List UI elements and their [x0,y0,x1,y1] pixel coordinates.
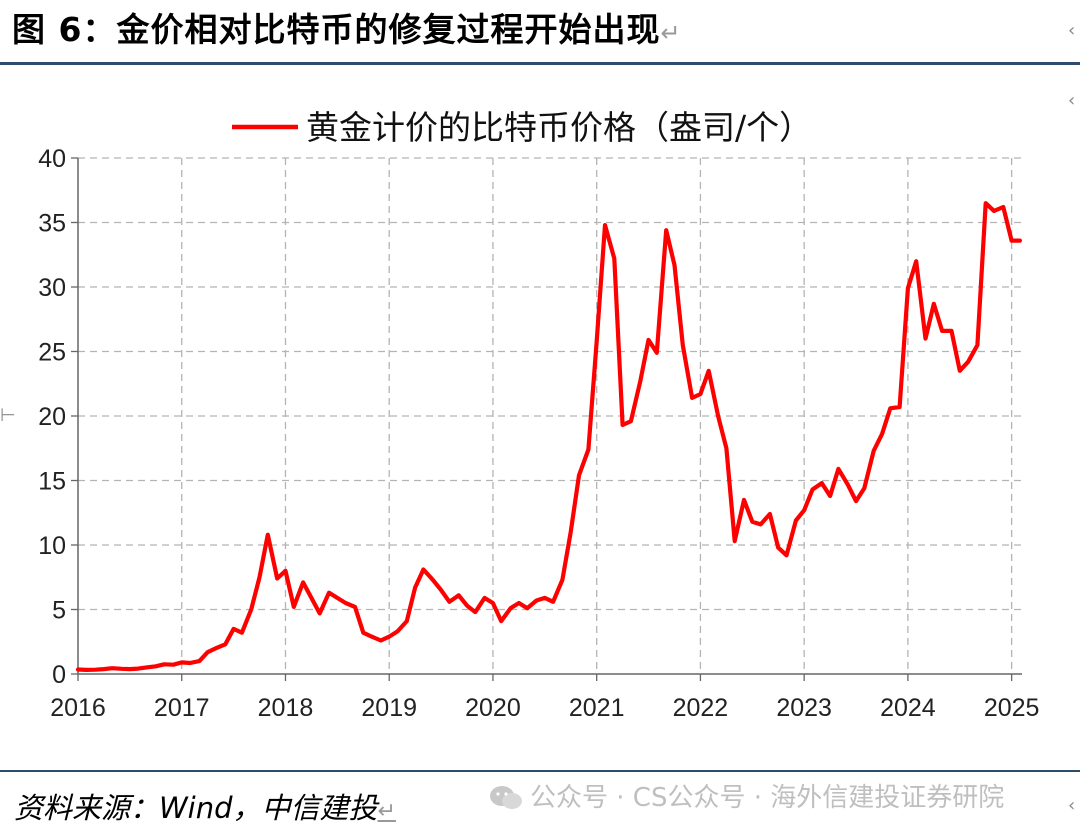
y-tick-label: 5 [52,597,66,625]
y-tick-label: 40 [38,145,66,173]
grid [78,157,1022,674]
legend-label: 黄金计价的比特币价格（盎司/个） [306,108,812,147]
x-tick-label: 2019 [361,694,417,722]
series [75,201,1023,673]
x-tick-label: 2021 [569,694,625,722]
figure-title: 图 6：金价相对比特币的修复过程开始出现↵ [12,8,682,55]
x-tick-label: 2022 [673,694,729,722]
watermark: 公众号 · CS公众号 · 海外信建投证券研院 [488,778,1004,818]
x-tick-label: 2024 [880,694,936,722]
x-tick-label: 2017 [154,694,210,722]
source-note: 资料来源：Wind，中信建投↵ [14,790,396,830]
legend: 黄金计价的比特币价格（盎司/个） [232,108,812,147]
y-tick-label: 10 [38,532,66,560]
y-tick-label: 30 [38,274,66,302]
edge-mark-right-2: ‹ [1068,90,1076,111]
x-tick-label: 2023 [776,694,832,722]
y-tick-label: 25 [38,339,66,367]
return-mark: ↵ [660,19,682,47]
x-tick-label: 2025 [984,694,1040,722]
wechat-icon [490,786,522,809]
edge-mark-right-1: ‹ [1068,20,1076,41]
y-tick-label: 0 [52,661,66,689]
edge-mark-left: ⊢ [0,405,16,426]
source-return-mark: ↵ [377,799,396,824]
x-tick-label: 2018 [258,694,314,722]
title-rule [0,62,1080,65]
source-rule [0,770,1080,772]
x-tick-label: 2016 [50,694,106,722]
y-tick-label: 15 [38,468,66,496]
x-tick-label: 2020 [465,694,521,722]
y-tick-label: 20 [38,403,66,431]
series-line [75,201,1023,673]
axes [71,157,1022,681]
watermark-text: 公众号 · CS公众号 · 海外信建投证券研院 [530,783,1005,813]
figure-title-text: 图 6：金价相对比特币的修复过程开始出现 [12,10,661,49]
source-text: 资料来源：Wind，中信建投 [14,791,378,825]
edge-mark-right-3: ‹ [1068,795,1076,816]
y-tick-label: 35 [38,210,66,238]
